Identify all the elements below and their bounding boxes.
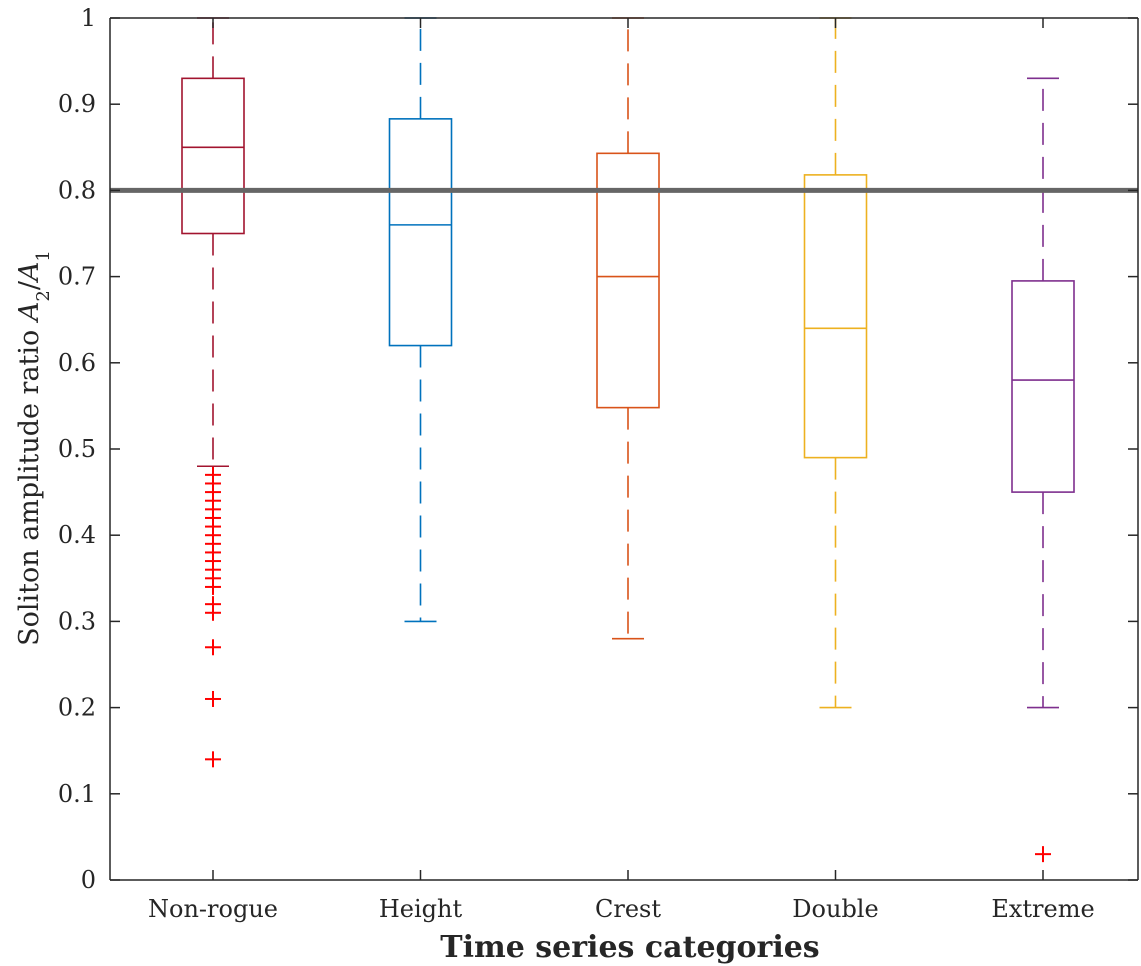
box-non-rogue [181, 17, 245, 768]
box-iqr [388, 118, 453, 347]
y-tick-label: 0.8 [58, 176, 96, 204]
boxes-layer [181, 17, 1075, 863]
box-crest [596, 17, 660, 640]
outlier-marker [205, 751, 221, 768]
y-tick-label: 0.6 [58, 349, 96, 377]
box-iqr [803, 174, 868, 459]
x-tick-label: Extreme [991, 895, 1094, 923]
y-axis-label-a1: A [14, 262, 45, 285]
y-tick-label: 0 [81, 866, 96, 894]
y-tick-label: 0.5 [58, 435, 96, 463]
y-tick-label: 0.4 [58, 521, 96, 549]
y-axis-label-sub1: 1 [33, 250, 54, 261]
outlier-marker [205, 578, 221, 595]
y-tick-label: 1 [81, 4, 96, 32]
y-axis-label-a2: A [14, 302, 45, 325]
box-iqr [596, 152, 660, 409]
x-tick-label: Double [792, 895, 878, 923]
y-axis-label-sub2: 2 [33, 290, 54, 301]
box-iqr [181, 77, 245, 235]
y-tick-label: 0.7 [58, 263, 96, 291]
plot-area [110, 18, 1138, 880]
y-axis-label-slash: / [14, 280, 45, 290]
y-tick-label: 0.9 [58, 90, 96, 118]
y-tick-label: 0.3 [58, 607, 96, 635]
box-extreme [1011, 77, 1075, 863]
x-tick-label: Non-rogue [148, 895, 278, 923]
box-iqr [1011, 280, 1075, 493]
outlier-marker [205, 690, 221, 707]
y-axis-label-text: Soliton amplitude ratio [14, 321, 45, 646]
outlier-marker [205, 604, 221, 621]
y-tick-label: 0.1 [58, 780, 96, 808]
x-ticks: Non-rogue Height Crest Double Extreme [148, 18, 1095, 923]
y-axis-label: Soliton amplitude ratio A2/A1 [14, 250, 54, 646]
x-tick-label: Height [379, 895, 463, 923]
x-axis-label: Time series categories [440, 930, 819, 965]
y-ticks: 0 0.1 0.2 0.3 0.4 0.5 0.6 0.7 0.8 0.9 1 [58, 4, 1138, 894]
outlier-marker [1035, 846, 1051, 863]
x-tick-label: Crest [595, 895, 661, 923]
outlier-marker [205, 639, 221, 656]
y-tick-label: 0.2 [58, 694, 96, 722]
plot-background [110, 18, 1138, 880]
